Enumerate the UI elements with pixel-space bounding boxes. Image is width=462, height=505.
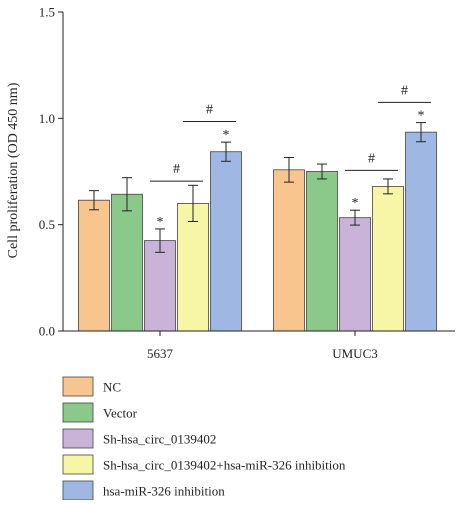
y-tick-label-0: 0.0 (39, 324, 55, 339)
error-bar-5637-3 (188, 184, 198, 222)
significance-star-1: * (223, 128, 230, 143)
x-tick-label-UMUC3: UMUC3 (332, 346, 378, 361)
significance-star-2: * (352, 196, 359, 211)
legend-swatch-3 (62, 454, 94, 475)
error-bar-5637-2 (155, 228, 165, 253)
bar-UMUC3-3 (372, 185, 404, 332)
bar-5637-3 (177, 202, 209, 332)
bar-UMUC3-1 (306, 171, 338, 332)
comparison-mark-3: # (401, 83, 408, 98)
y-axis-title: Cell proliferation (OD 450 nm) (6, 82, 21, 258)
legend-swatch-1 (62, 402, 94, 423)
comparison-mark-1: # (206, 103, 213, 118)
error-bar-UMUC3-4 (416, 122, 426, 143)
legend-label-4: hsa-miR-326 inhibition (103, 484, 225, 499)
y-tick-label-2: 1.0 (39, 111, 55, 126)
comparison-mark-0: # (173, 162, 180, 177)
legend-label-2: Sh-hsa_circ_0139402 (103, 432, 216, 447)
bar-5637-4 (210, 151, 242, 332)
bar-5637-0 (78, 199, 110, 332)
x-tick-label-5637: 5637 (147, 346, 174, 361)
comparison-mark-2: # (368, 151, 375, 166)
bar-5637-1 (111, 193, 143, 332)
error-bar-UMUC3-3 (383, 178, 393, 195)
legend-swatch-2 (62, 428, 94, 449)
bar-UMUC3-0 (273, 169, 305, 332)
error-bar-UMUC3-0 (284, 156, 294, 183)
legend-label-0: NC (103, 380, 121, 395)
bar-UMUC3-2 (339, 217, 371, 332)
error-bar-5637-1 (122, 177, 132, 212)
legend-label-1: Vector (103, 406, 138, 421)
error-bar-5637-4 (221, 141, 231, 162)
error-bar-5637-0 (89, 190, 99, 211)
y-tick-label-3: 1.5 (39, 5, 55, 20)
significance-star-3: * (418, 109, 425, 124)
error-bar-UMUC3-2 (350, 209, 360, 226)
legend-label-3: Sh-hsa_circ_0139402+hsa-miR-326 inhibiti… (103, 458, 346, 473)
significance-star-0: * (157, 215, 164, 230)
legend-swatch-0 (62, 376, 94, 397)
legend-swatch-4 (62, 480, 94, 501)
error-bar-UMUC3-1 (317, 163, 327, 180)
y-tick-label-1: 0.5 (39, 217, 55, 232)
bar-5637-2 (144, 240, 176, 332)
bar-UMUC3-4 (405, 131, 437, 332)
